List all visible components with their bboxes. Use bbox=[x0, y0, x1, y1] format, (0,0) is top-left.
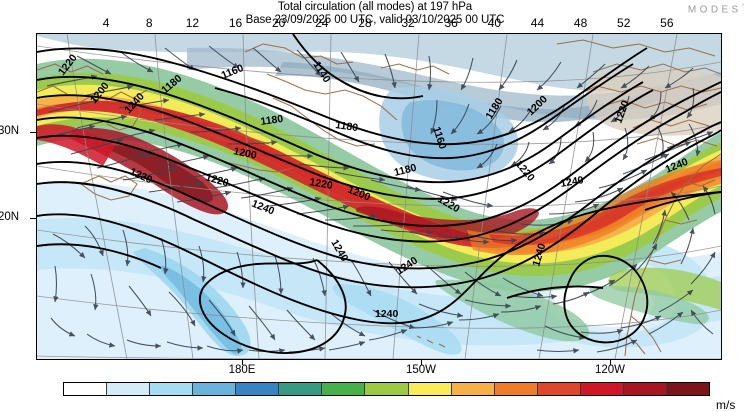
colorbar-swatch bbox=[408, 383, 452, 395]
y-tick-mark bbox=[30, 132, 36, 133]
colorbar-swatch bbox=[537, 383, 581, 395]
colorbar-swatch bbox=[451, 383, 495, 395]
svg-text:1180: 1180 bbox=[393, 162, 418, 179]
colorbar-swatch bbox=[64, 383, 108, 395]
colorbar-swatch bbox=[150, 383, 194, 395]
colorbar-swatch bbox=[580, 383, 624, 395]
colorbar-tick: 36 bbox=[444, 16, 458, 30]
colorbar-tick: 32 bbox=[401, 16, 415, 30]
colorbar-tick: 8 bbox=[145, 16, 153, 30]
modes-logo-text: MODES bbox=[687, 4, 742, 16]
svg-text:1180: 1180 bbox=[335, 119, 359, 134]
svg-text:1240: 1240 bbox=[559, 174, 584, 190]
colorbar-tick: 20 bbox=[271, 16, 286, 30]
colorbar-tick: 44 bbox=[530, 16, 545, 30]
colorbar-units: m/s bbox=[716, 398, 736, 412]
x-tick-180e: 180E bbox=[228, 364, 256, 376]
chart-title-block: Total circulation (all modes) at 197 hPa… bbox=[0, 1, 750, 27]
colorbar-tick: 16 bbox=[228, 16, 243, 30]
colorbar-swatch bbox=[666, 383, 709, 395]
colorbar-tick: 52 bbox=[617, 16, 631, 30]
colorbar-swatches bbox=[63, 382, 710, 396]
map-canvas: 1220 1200 1180 1160 1140 1240 1180 1180 … bbox=[37, 34, 721, 359]
chart-title: Total circulation (all modes) at 197 hPa bbox=[277, 1, 473, 13]
svg-text:1240: 1240 bbox=[375, 308, 399, 320]
y-tick-30n: 30N bbox=[0, 125, 20, 137]
colorbar-tick: 24 bbox=[315, 16, 329, 30]
colorbar-swatch bbox=[494, 383, 538, 395]
height-contours bbox=[37, 34, 721, 354]
modes-logo-mark: ° bbox=[741, 4, 744, 10]
colorbar-tick: 4 bbox=[102, 16, 110, 30]
colorbar-swatch bbox=[236, 383, 280, 395]
y-tick-mark bbox=[30, 218, 36, 219]
x-tick-120w: 120W bbox=[594, 364, 626, 376]
x-tick-mark bbox=[421, 360, 422, 365]
colorbar-swatch bbox=[279, 383, 323, 395]
svg-text:1180: 1180 bbox=[260, 113, 284, 128]
colorbar-tick: 28 bbox=[358, 16, 372, 30]
colorbar bbox=[63, 382, 710, 396]
modes-logo: MODES° bbox=[688, 4, 744, 15]
y-tick-20n: 20N bbox=[0, 211, 20, 223]
svg-text:1220: 1220 bbox=[308, 176, 333, 192]
coastlines bbox=[37, 39, 721, 357]
colorbar-tick: 48 bbox=[573, 16, 588, 30]
x-tick-mark bbox=[610, 360, 611, 365]
colorbar-swatch bbox=[322, 383, 366, 395]
colorbar-swatch bbox=[623, 383, 667, 395]
map-plot-area: 1220 1200 1180 1160 1140 1240 1180 1180 … bbox=[36, 33, 722, 360]
svg-text:1200: 1200 bbox=[232, 145, 257, 162]
colorbar-tick: 56 bbox=[660, 16, 674, 30]
colorbar-tick: 12 bbox=[185, 16, 200, 30]
chart-subtitle: Base 23/09/2025 00 UTC, valid 03/10/2025… bbox=[245, 14, 505, 26]
x-tick-mark bbox=[242, 360, 243, 365]
colorbar-swatch bbox=[107, 383, 151, 395]
colorbar-swatch bbox=[193, 383, 237, 395]
x-tick-150w: 150W bbox=[405, 364, 437, 376]
colorbar-swatch bbox=[365, 383, 409, 395]
colorbar-tick: 40 bbox=[487, 16, 502, 30]
